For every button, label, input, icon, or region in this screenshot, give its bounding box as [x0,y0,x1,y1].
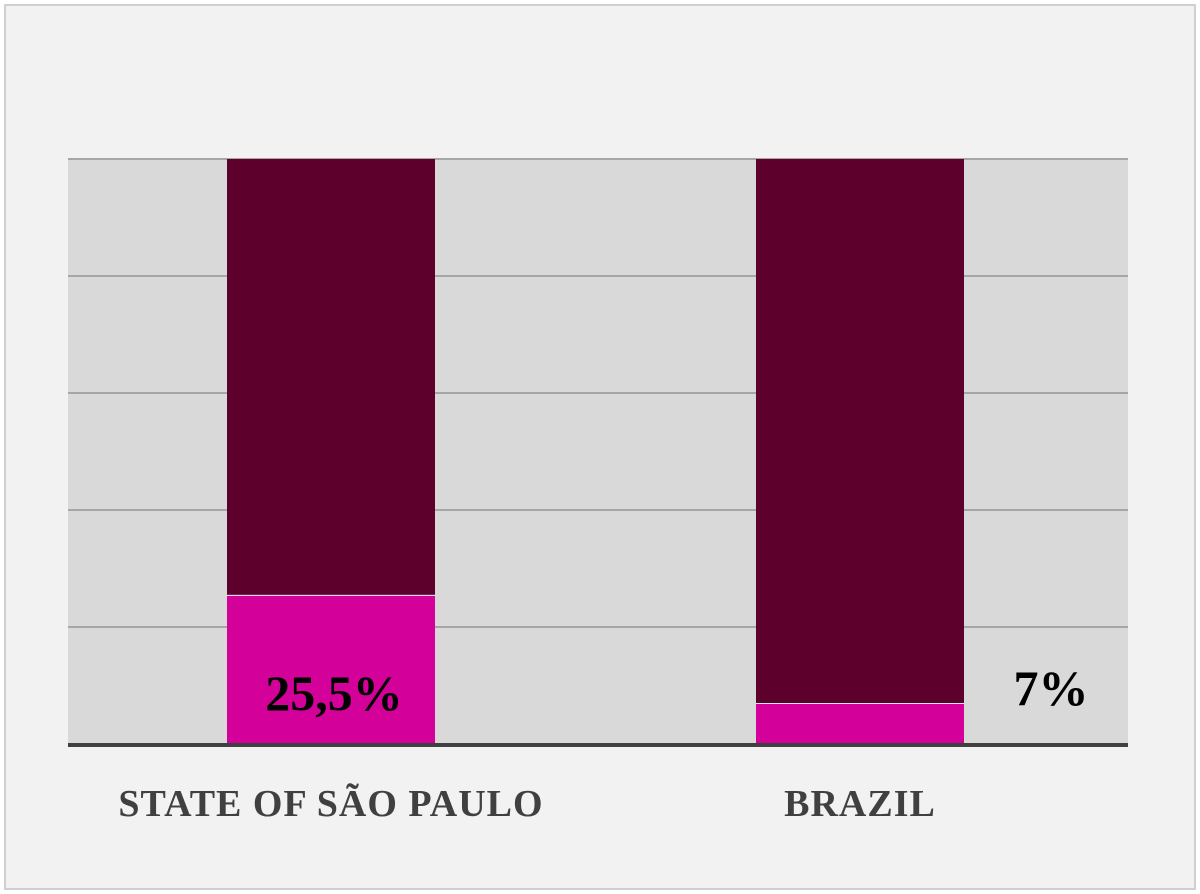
bar-segment [756,159,964,704]
chart-frame: 25,5% 7% STATE OF SÃO PAULO BRAZIL [4,4,1196,890]
bar-segment [227,594,435,744]
x-tick-label: BRAZIL [784,783,936,825]
bar-segment [756,703,964,744]
data-label: 25,5% [265,665,403,721]
bars [227,159,964,744]
stacked-bar-chart: 25,5% 7% STATE OF SÃO PAULO BRAZIL [68,158,1128,825]
x-tick-label: STATE OF SÃO PAULO [118,783,543,825]
bar-segment [227,159,435,595]
x-tick-labels: STATE OF SÃO PAULO BRAZIL [118,783,936,825]
data-labels: 25,5% 7% [265,660,1088,721]
data-label: 7% [1014,660,1089,716]
